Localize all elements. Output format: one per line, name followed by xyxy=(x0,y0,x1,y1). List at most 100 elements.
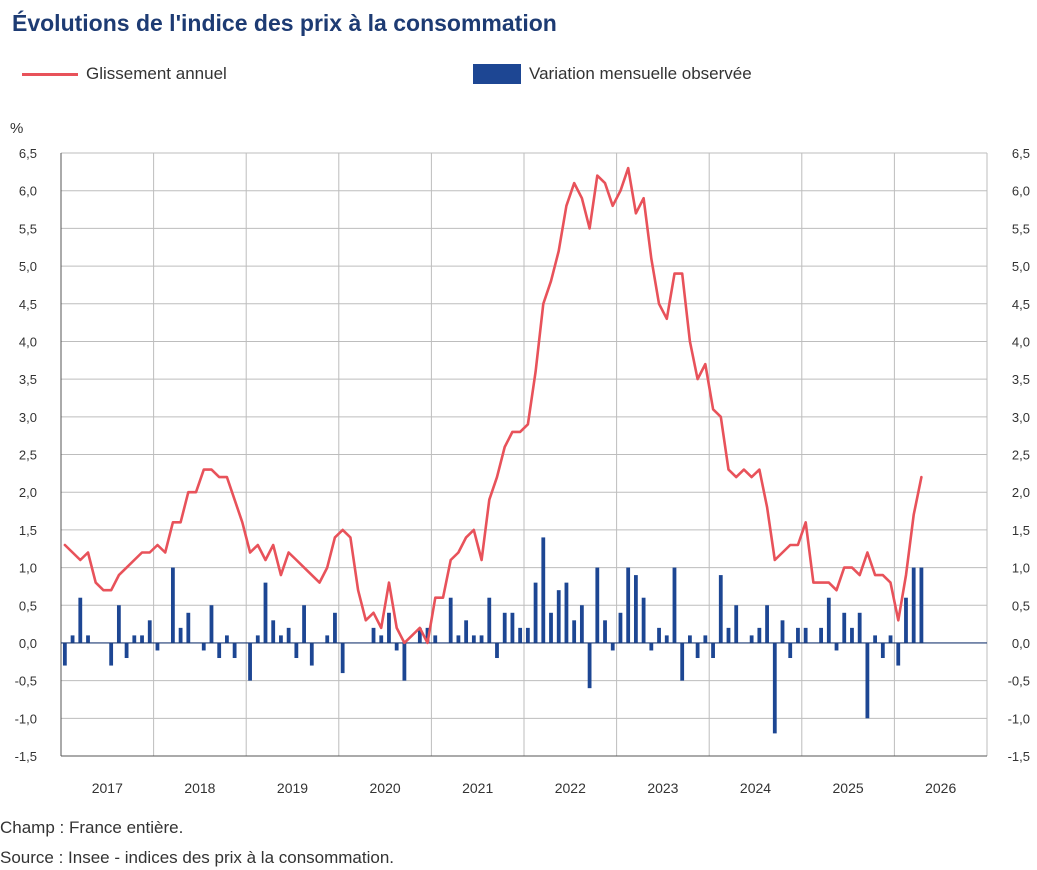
monthly-variation-bar xyxy=(595,567,600,643)
x-tick-label: 2025 xyxy=(833,780,864,796)
monthly-variation-bar xyxy=(803,627,808,643)
monthly-variation-bar xyxy=(132,635,137,643)
monthly-variation-bar xyxy=(487,597,492,643)
monthly-variation-bar xyxy=(880,642,885,659)
x-tick-label: 2021 xyxy=(462,780,493,796)
monthly-variation-bar xyxy=(649,642,654,651)
x-tick-label: 2023 xyxy=(647,780,678,796)
y-tick-label-right: 0,5 xyxy=(1012,598,1030,613)
monthly-variation-bar xyxy=(896,642,901,666)
y-tick-label-right: 2,5 xyxy=(1012,448,1030,463)
monthly-variation-bar xyxy=(155,642,160,651)
y-tick-label-right: -1,5 xyxy=(1008,749,1030,764)
monthly-variation-bar xyxy=(664,635,669,643)
monthly-variation-bar xyxy=(479,635,484,643)
x-tick-label: 2017 xyxy=(92,780,123,796)
monthly-variation-bar xyxy=(695,642,700,659)
monthly-variation-bar xyxy=(703,635,708,643)
monthly-variation-bar xyxy=(255,635,260,643)
monthly-variation-bar xyxy=(433,635,438,643)
monthly-variation-bar xyxy=(603,620,607,643)
y-tick-label-left: 3,5 xyxy=(19,372,37,387)
monthly-variation-bar xyxy=(541,537,546,643)
y-unit-label: % xyxy=(10,120,23,137)
monthly-variation-bar xyxy=(672,567,677,643)
monthly-variation-bar xyxy=(62,642,67,666)
y-tick-label-right: 6,0 xyxy=(1012,184,1030,199)
monthly-variation-bar xyxy=(796,627,800,643)
y-tick-label-left: 0,0 xyxy=(19,636,37,651)
monthly-variation-bar xyxy=(371,627,376,643)
monthly-variation-bar xyxy=(217,642,222,659)
monthly-variation-bar xyxy=(711,642,715,659)
monthly-variation-bar xyxy=(556,590,561,643)
monthly-variation-bar xyxy=(394,642,399,651)
monthly-variation-bar xyxy=(626,567,631,643)
monthly-variation-bar xyxy=(865,642,870,719)
monthly-variation-bar xyxy=(502,612,507,643)
monthly-variation-bar xyxy=(873,635,878,643)
monthly-variation-bar xyxy=(857,612,862,643)
monthly-variation-bar xyxy=(904,597,908,643)
monthly-variation-bar xyxy=(70,635,75,643)
legend-bar-swatch xyxy=(473,64,521,84)
monthly-variation-bar xyxy=(718,575,723,643)
monthly-variation-bar xyxy=(618,612,623,643)
monthly-variation-bar xyxy=(232,642,237,659)
monthly-variation-bar xyxy=(402,642,407,681)
monthly-variation-bar xyxy=(688,635,692,643)
monthly-variation-bar xyxy=(448,597,453,643)
y-tick-label-right: 4,5 xyxy=(1012,297,1030,312)
monthly-variation-bar xyxy=(201,642,206,651)
monthly-variation-bar xyxy=(564,582,569,643)
y-tick-label-right: 6,5 xyxy=(1012,146,1030,161)
y-tick-label-left: 5,5 xyxy=(19,221,37,236)
monthly-variation-bar xyxy=(610,642,615,651)
legend-line-swatch xyxy=(22,72,78,76)
monthly-variation-bar xyxy=(286,627,291,643)
legend-item-line: Glissement annuel xyxy=(22,64,227,84)
y-tick-label-left: 4,5 xyxy=(19,297,37,312)
monthly-variation-bar xyxy=(726,627,731,643)
monthly-variation-bar xyxy=(464,620,469,643)
monthly-variation-bar xyxy=(340,642,345,674)
monthly-variation-bar xyxy=(186,612,191,643)
monthly-variation-bar xyxy=(834,642,839,651)
y-tick-label-left: 2,5 xyxy=(19,448,37,463)
monthly-variation-bar xyxy=(888,635,893,643)
monthly-variation-bar xyxy=(263,582,268,643)
cpi-chart: 6,5 6,5 6,0 6,0 5,5 5,5 5,0 5,0 4,5 4,5 4,0 4,0 3,5 3… xyxy=(10,120,1030,796)
y-tick-label-right: -1,0 xyxy=(1008,711,1030,726)
y-tick-label-right: 2,0 xyxy=(1012,485,1030,500)
legend-label-line: Glissement annuel xyxy=(86,64,227,83)
monthly-variation-bar xyxy=(780,620,785,643)
y-tick-label-right: 3,0 xyxy=(1012,410,1030,425)
y-tick-label-left: -0,5 xyxy=(15,674,37,689)
monthly-variation-bar xyxy=(140,635,144,643)
monthly-variation-bar xyxy=(510,612,515,643)
monthly-variation-bar xyxy=(78,597,83,643)
monthly-variation-bar xyxy=(765,605,769,643)
y-tick-label-right: 3,5 xyxy=(1012,372,1030,387)
monthly-variation-bar xyxy=(379,635,384,643)
monthly-variation-bar xyxy=(819,627,823,643)
monthly-variation-bar xyxy=(919,567,924,643)
annual-change-line xyxy=(63,166,923,645)
legend-item-bar: Variation mensuelle observée xyxy=(473,64,752,84)
y-tick-label-left: -1,5 xyxy=(15,749,37,764)
monthly-variation-bar xyxy=(417,627,422,643)
monthly-variation-bar xyxy=(302,605,306,643)
y-tick-label-left: 6,0 xyxy=(19,184,37,199)
monthly-variation-bar xyxy=(518,627,523,643)
monthly-variation-bar xyxy=(209,605,214,643)
monthly-variation-bar xyxy=(749,635,754,643)
monthly-variation-bar xyxy=(680,642,685,681)
monthly-variation-bar xyxy=(533,582,538,643)
monthly-variation-bar xyxy=(734,605,739,643)
monthly-variation-bar xyxy=(178,627,183,643)
monthly-variation-bar xyxy=(333,612,337,643)
chart-legend: Glissement annuel Variation mensuelle ob… xyxy=(0,64,1037,90)
y-tick-label-left: 1,0 xyxy=(19,561,37,576)
monthly-variation-bar xyxy=(657,627,661,643)
monthly-variation-bar xyxy=(170,567,175,643)
